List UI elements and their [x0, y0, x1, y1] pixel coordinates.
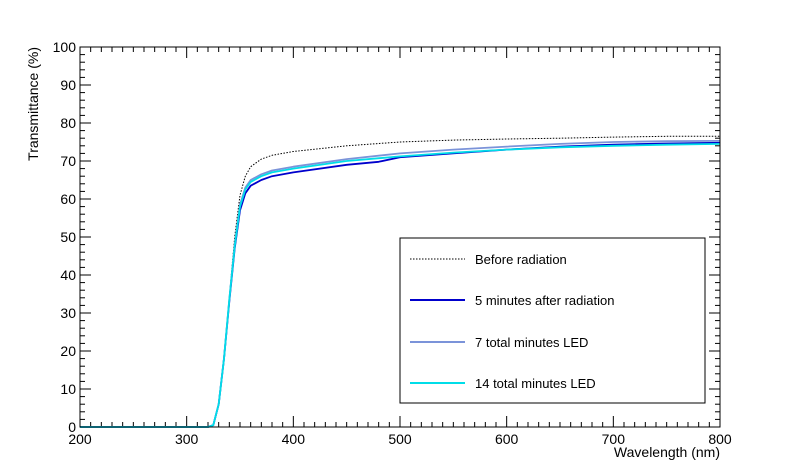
- y-tick-label: 70: [60, 153, 76, 169]
- y-tick-label: 80: [60, 115, 76, 131]
- x-tick-label: 300: [175, 431, 199, 447]
- legend: Before radiation 5 minutes after radiatio…: [399, 237, 706, 404]
- y-tick-label: 30: [60, 305, 76, 321]
- legend-label-2: 5 minutes after radiation: [475, 293, 614, 308]
- plot-frame: [79, 46, 721, 428]
- x-tick-label: 400: [282, 431, 306, 447]
- legend-box: [399, 237, 706, 404]
- y-axis-title: Transmittance (%): [25, 47, 41, 161]
- x-tick-label: 600: [495, 431, 519, 447]
- legend-label-4: 14 total minutes LED: [475, 376, 596, 391]
- x-axis-title: Wavelength (nm): [614, 444, 720, 460]
- x-tick-label: 700: [602, 431, 626, 447]
- y-tick-label: 50: [60, 229, 76, 245]
- y-tick-label: 0: [68, 419, 76, 435]
- x-tick-label: 500: [388, 431, 412, 447]
- y-tick-label: 20: [60, 343, 76, 359]
- legend-label-3: 7 total minutes LED: [475, 335, 588, 350]
- y-tick-label: 60: [60, 191, 76, 207]
- y-tick-label: 90: [60, 77, 76, 93]
- x-tick-label: 800: [708, 431, 732, 447]
- series-line-4: [80, 143, 721, 428]
- x-tick-label: 200: [68, 431, 92, 447]
- y-tick-label: 40: [60, 267, 76, 283]
- legend-entries: Before radiation 5 minutes after radiatio…: [410, 252, 614, 391]
- tick-labels: 200 300 400 500 600 700 800 0 10 20 30 40 50 60 70 80 90…: [53, 39, 732, 447]
- legend-label-1: Before radiation: [475, 252, 567, 267]
- series-line-1: [80, 135, 720, 428]
- y-tick-label: 10: [60, 381, 76, 397]
- y-tick-label: 100: [53, 39, 77, 55]
- plot-series: [80, 135, 721, 428]
